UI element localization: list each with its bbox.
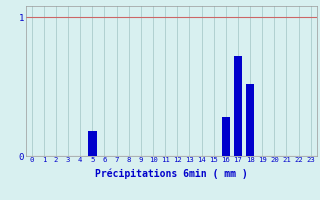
X-axis label: Précipitations 6min ( mm ): Précipitations 6min ( mm ) [95, 169, 248, 179]
Bar [246, 84, 254, 156]
Bar [88, 131, 97, 156]
Bar [221, 117, 230, 156]
Bar [234, 56, 242, 156]
